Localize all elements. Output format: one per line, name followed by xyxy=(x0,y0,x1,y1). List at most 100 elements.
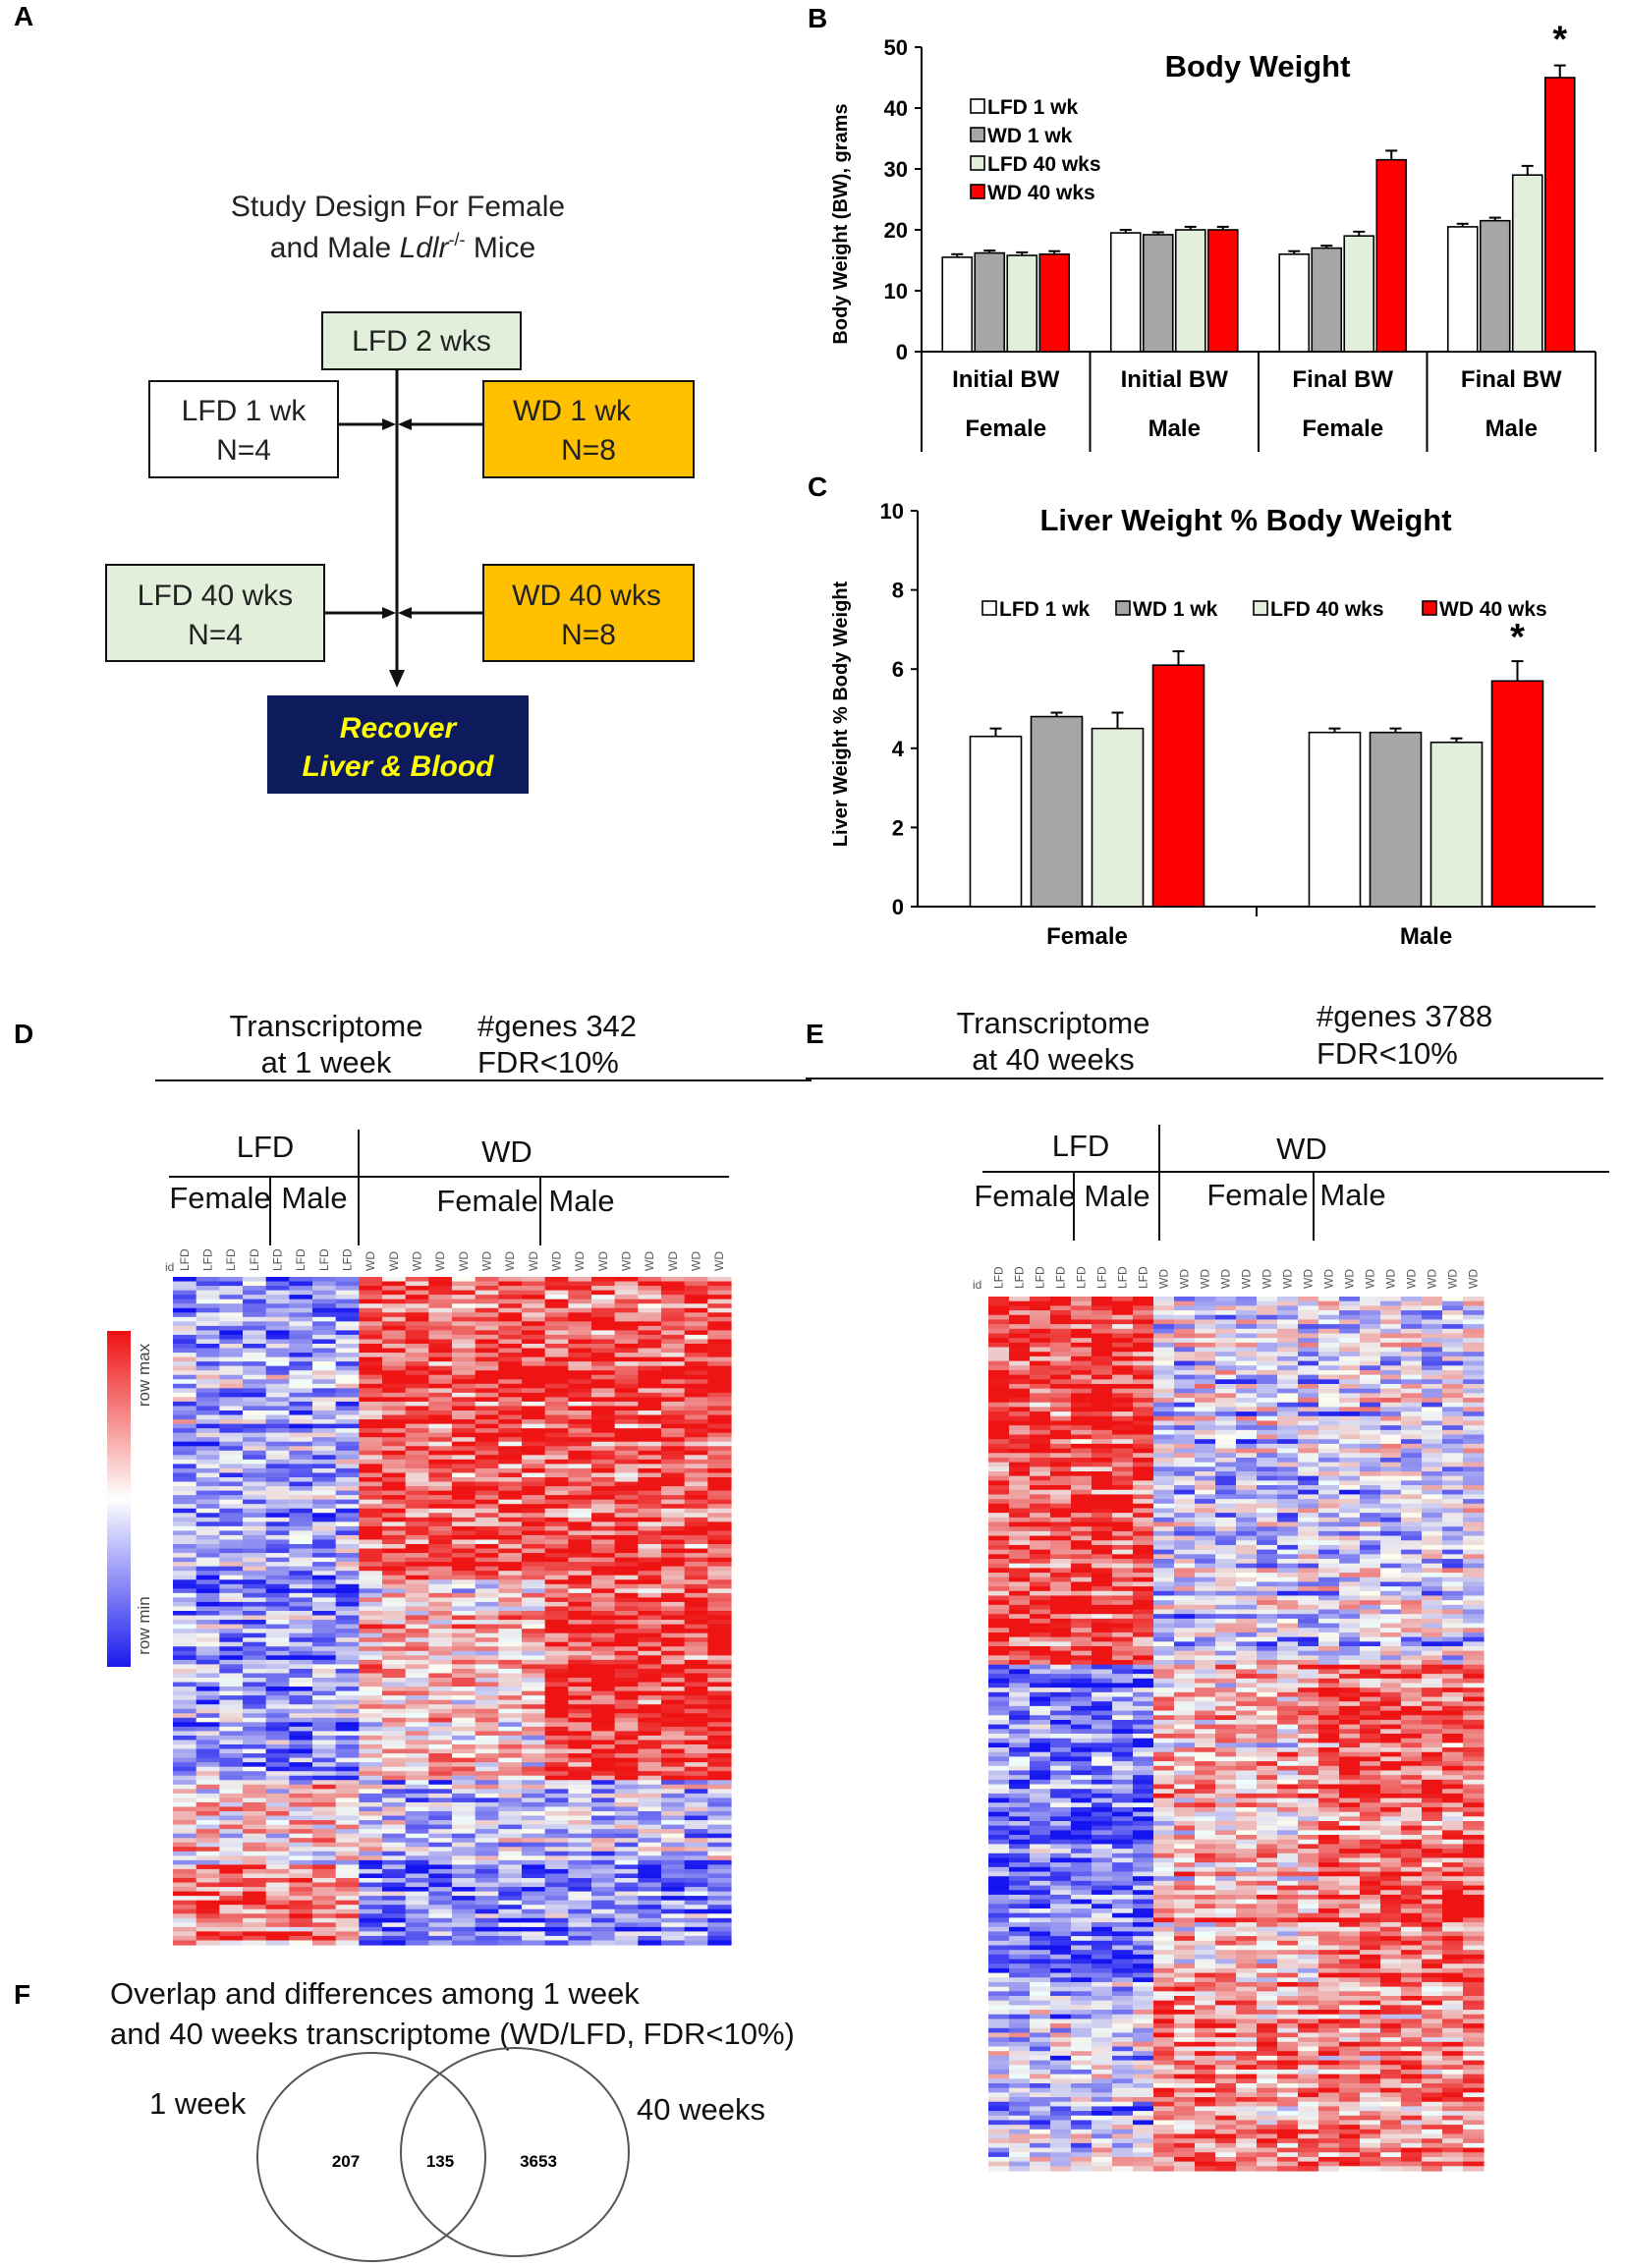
heatmap-cell xyxy=(544,1753,569,1759)
heatmap-cell xyxy=(1133,1494,1154,1500)
heatmap-cell xyxy=(1277,1324,1299,1330)
heatmap-cell xyxy=(312,1655,337,1661)
heatmap-cell xyxy=(1401,1342,1423,1349)
heatmap-cell xyxy=(1215,1369,1237,1376)
heatmap-cell xyxy=(335,1499,360,1505)
heatmap-cell xyxy=(452,1855,476,1861)
heatmap-cell xyxy=(335,1548,360,1554)
heatmap-cell xyxy=(335,1495,360,1501)
heatmap-cell xyxy=(638,1637,662,1643)
heatmap-cell xyxy=(544,1851,569,1856)
heatmap-cell xyxy=(591,1775,616,1781)
heatmap-cell xyxy=(428,1864,453,1870)
heatmap-cell xyxy=(1092,1466,1113,1472)
heatmap-cell xyxy=(1257,1355,1278,1362)
heatmap-cell xyxy=(1360,1379,1381,1385)
heatmap-cell xyxy=(544,1922,569,1928)
heatmap-cell xyxy=(544,1592,569,1598)
heatmap-cell xyxy=(614,1838,639,1844)
heatmap-cell xyxy=(1442,1393,1464,1399)
heatmap-cell xyxy=(428,1668,453,1675)
heatmap-cell xyxy=(638,1801,662,1808)
heatmap-cell xyxy=(219,1762,244,1768)
heatmap-cell xyxy=(405,1397,429,1403)
heatmap-cell xyxy=(1009,1352,1031,1357)
heatmap-cell xyxy=(684,1499,708,1505)
heatmap-cell xyxy=(382,1717,407,1723)
heatmap-cell xyxy=(265,1744,290,1750)
heatmap-cell xyxy=(1195,1374,1216,1380)
heatmap-cell xyxy=(1092,1489,1113,1496)
heatmap-cell xyxy=(382,1896,407,1902)
heatmap-cell xyxy=(1257,1411,1278,1417)
heatmap-cell xyxy=(1298,1355,1319,1362)
legend-label: LFD 40 wks xyxy=(987,153,1101,176)
heatmap-cell xyxy=(1050,1352,1072,1357)
heatmap-cell xyxy=(1009,1305,1031,1311)
heatmap-cell xyxy=(452,1682,476,1687)
heatmap-cell xyxy=(1195,1508,1216,1514)
heatmap-cell xyxy=(707,1926,732,1932)
heatmap-cell xyxy=(684,1553,708,1559)
heatmap-cell xyxy=(1092,1328,1113,1335)
heatmap-cell xyxy=(614,1708,639,1714)
heatmap-cell xyxy=(1463,1319,1485,1325)
heatmap-cell xyxy=(661,1740,686,1745)
heatmap-cell xyxy=(568,1784,592,1790)
heatmap-cell xyxy=(1236,1360,1258,1366)
heatmap-cell xyxy=(1380,1347,1402,1353)
heatmap-cell xyxy=(475,1392,499,1398)
heatmap-cell xyxy=(265,1695,290,1701)
heatmap-cell xyxy=(1422,1503,1443,1510)
heatmap-cell xyxy=(988,1319,1010,1325)
heatmap-cell xyxy=(568,1868,592,1875)
significance-star: * xyxy=(1552,20,1567,61)
heatmap-cell xyxy=(335,1838,360,1844)
heatmap-cell xyxy=(196,1392,220,1398)
heatmap-cell xyxy=(265,1290,290,1296)
heatmap-cell xyxy=(1463,1439,1485,1445)
heatmap-cell xyxy=(243,1748,267,1754)
heatmap-cell xyxy=(289,1913,313,1919)
heatmap-cell xyxy=(382,1882,407,1888)
heatmap-cell xyxy=(359,1361,383,1367)
heatmap-cell xyxy=(638,1673,662,1679)
heatmap-cell xyxy=(1030,1319,1051,1325)
heatmap-cell xyxy=(359,1620,383,1626)
heatmap-cell xyxy=(1174,1415,1196,1422)
heatmap-cell xyxy=(1277,1305,1299,1311)
heatmap-cell xyxy=(707,1838,732,1844)
heatmap-cell xyxy=(522,1748,546,1754)
heatmap-cell xyxy=(661,1682,686,1687)
heatmap-cell xyxy=(312,1553,337,1559)
heatmap-cell xyxy=(684,1353,708,1358)
heatmap-cell xyxy=(475,1829,499,1835)
heatmap-cell xyxy=(359,1437,383,1443)
heatmap-cell xyxy=(335,1530,360,1536)
heatmap-cell xyxy=(1215,1443,1237,1450)
heatmap-cell xyxy=(265,1295,290,1300)
heatmap-cell xyxy=(452,1504,476,1510)
heatmap-cell xyxy=(1339,1310,1361,1316)
heatmap-cell xyxy=(1422,1434,1443,1440)
heatmap-cell xyxy=(243,1931,267,1937)
heatmap-cell xyxy=(219,1887,244,1893)
heatmap-cell xyxy=(591,1481,616,1487)
heatmap-cell xyxy=(1009,1402,1031,1409)
heatmap-cell xyxy=(1009,1328,1031,1335)
heatmap-cell xyxy=(265,1940,290,1946)
heatmap-cell xyxy=(219,1583,244,1589)
heatmap-cell xyxy=(1030,1471,1051,1477)
heatmap-cell xyxy=(1071,1384,1093,1390)
heatmap-cell xyxy=(544,1356,569,1362)
heatmap-cell xyxy=(661,1472,686,1478)
heatmap-cell xyxy=(452,1699,476,1705)
heatmap-d-title-2: at 1 week xyxy=(261,1045,392,1079)
heatmap-cell xyxy=(359,1717,383,1723)
heatmap-cell xyxy=(1174,1355,1196,1362)
heatmap-cell xyxy=(173,1806,197,1812)
heatmap-cell xyxy=(614,1780,639,1786)
heatmap-cell xyxy=(1463,1407,1485,1412)
heatmap-cell xyxy=(1236,1513,1258,1519)
heatmap-cell xyxy=(452,1829,476,1835)
